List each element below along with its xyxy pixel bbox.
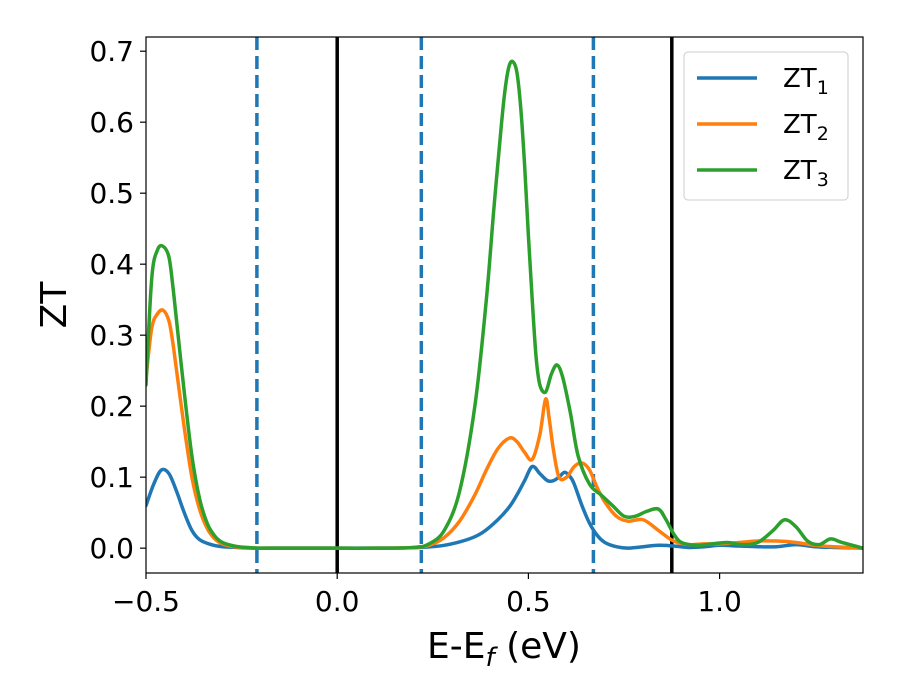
y-tick-label: 0.4 xyxy=(89,248,134,281)
legend-box xyxy=(683,51,849,201)
y-axis-ticks: 0.0 0.1 0.2 0.3 0.4 0.5 0.6 0.7 xyxy=(89,35,146,565)
legend-label-zt3: ZT3 xyxy=(783,156,829,191)
x-axis-label: E-Ef (eV) xyxy=(427,626,581,673)
x-tick-label: 0.0 xyxy=(315,585,360,618)
y-tick-label: 0.1 xyxy=(89,461,134,494)
y-tick-label: 0.2 xyxy=(89,390,134,423)
y-tick-label: 0.6 xyxy=(89,106,134,139)
y-axis-label: ZT xyxy=(34,281,75,329)
x-tick-label: −0.5 xyxy=(112,585,180,618)
y-tick-label: 0.7 xyxy=(89,35,134,68)
x-axis-label-main: E-E xyxy=(427,626,485,667)
legend-label-zt2: ZT2 xyxy=(783,110,829,145)
y-tick-label: 0.3 xyxy=(89,319,134,352)
series-lines xyxy=(146,59,863,550)
plot-frame xyxy=(145,36,864,574)
x-axis-ticks: −0.5 0.0 0.5 1.0 xyxy=(112,573,742,618)
x-axis-label-suffix: (eV) xyxy=(495,626,581,667)
legend: ZT1 ZT2 ZT3 xyxy=(683,51,849,201)
x-tick-label: 0.5 xyxy=(506,585,551,618)
legend-label-zt1: ZT1 xyxy=(783,64,829,99)
series-line-zt3 xyxy=(146,59,863,550)
y-tick-label: 0.0 xyxy=(89,532,134,565)
y-tick-label: 0.5 xyxy=(89,177,134,210)
series-line-zt1 xyxy=(146,464,863,550)
x-tick-label: 1.0 xyxy=(697,585,742,618)
vertical-reference-lines xyxy=(255,37,674,573)
